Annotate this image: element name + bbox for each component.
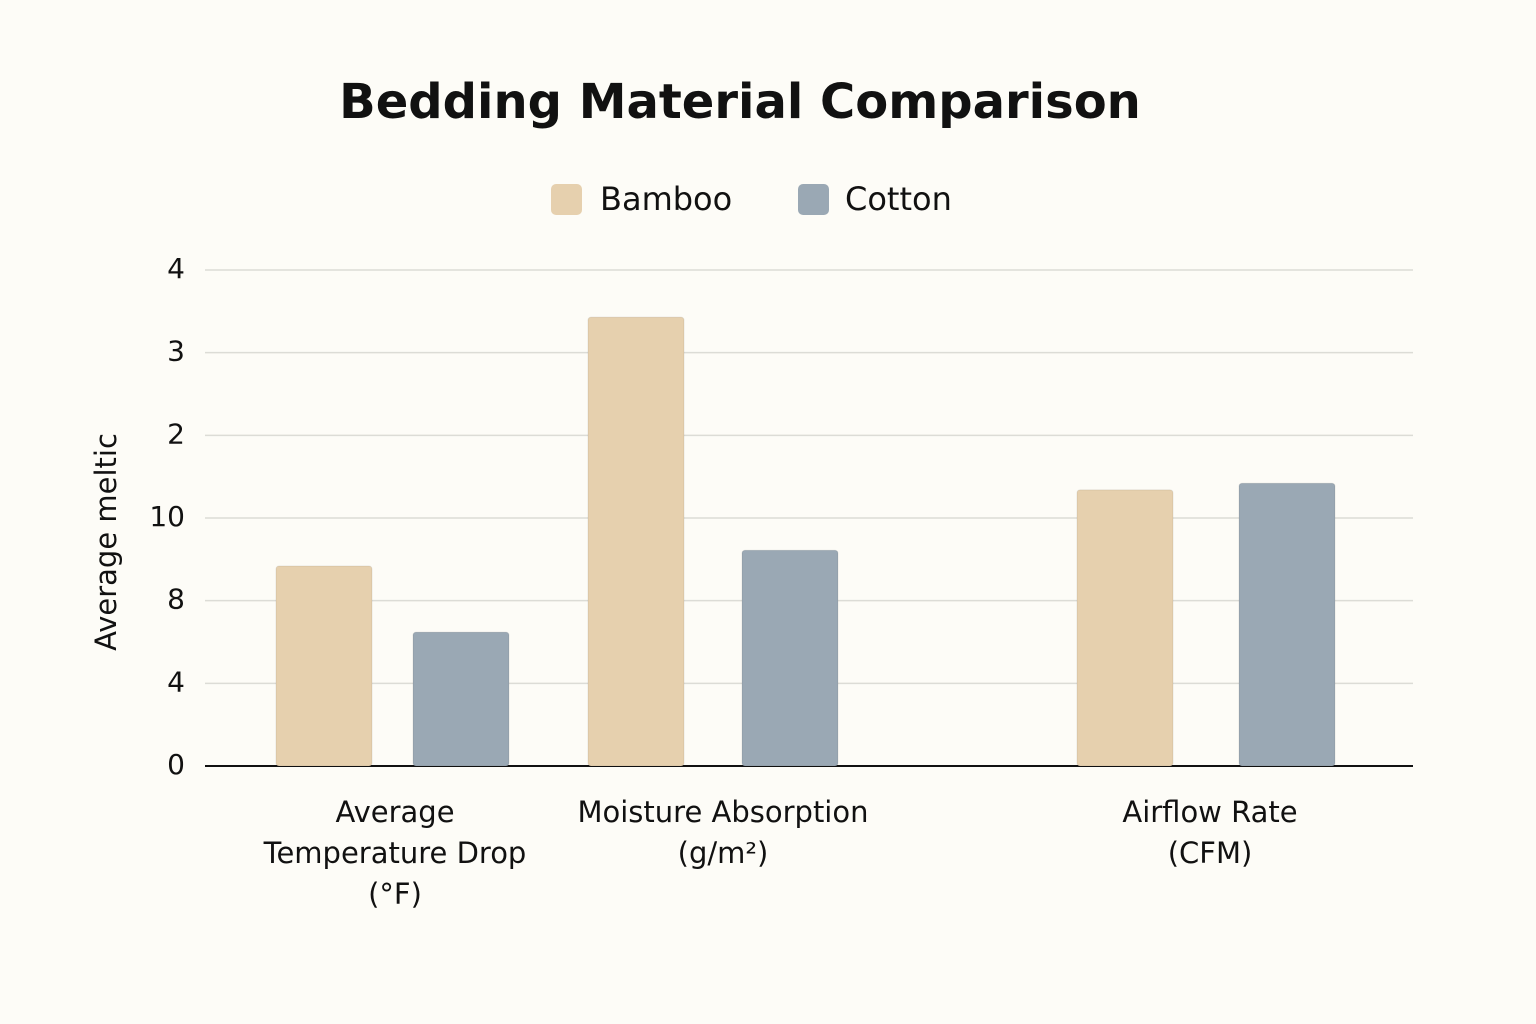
bar <box>741 549 839 767</box>
bar <box>1076 489 1174 767</box>
y-tick-label: 4 <box>167 252 185 285</box>
x-tick-label: Moisture Absorption (g/m²) <box>577 795 869 870</box>
y-tick-label: 0 <box>167 748 185 781</box>
legend-label: Bamboo <box>600 180 732 218</box>
y-tick-label: 4 <box>167 665 185 698</box>
legend-label: Cotton <box>845 180 952 218</box>
y-tick-label: 8 <box>167 583 185 616</box>
bar <box>275 565 373 767</box>
legend-swatch <box>798 184 829 215</box>
y-tick-label: 10 <box>149 500 185 533</box>
y-tick-label: 2 <box>167 417 185 450</box>
y-axis-label: Average meltic <box>89 433 123 651</box>
legend-swatch <box>551 184 582 215</box>
bar <box>1238 482 1336 767</box>
bar <box>412 631 510 767</box>
bar <box>587 316 685 767</box>
chart-title: Bedding Material Comparison <box>339 74 1141 130</box>
y-tick-label: 3 <box>167 335 185 368</box>
x-tick-label: Average Temperature Drop (°F) <box>263 795 527 911</box>
x-tick-label: Airflow Rate (CFM) <box>1122 795 1298 870</box>
